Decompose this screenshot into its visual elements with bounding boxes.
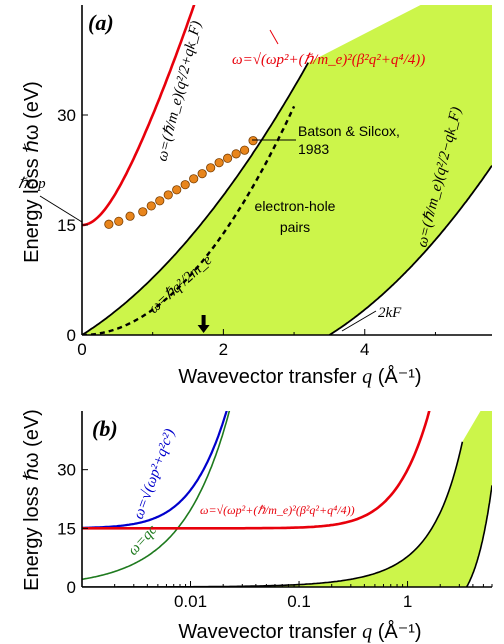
lower-boundary-curve-log xyxy=(465,485,492,587)
data-point xyxy=(114,216,124,226)
data-point xyxy=(146,201,156,211)
data-point xyxy=(104,219,114,229)
data-point xyxy=(172,185,182,195)
data-point xyxy=(223,153,233,163)
light-line-curve xyxy=(82,411,231,581)
data-point xyxy=(125,211,135,221)
y-tick-label: 15 xyxy=(57,216,76,235)
kf-label: 2kF xyxy=(378,305,402,321)
data-point xyxy=(180,180,190,190)
ticks-a: 0 2 4 0 15 30 xyxy=(57,106,436,359)
x-tick-label: 0.01 xyxy=(174,592,207,611)
x-axis-label-a: Wavevector transfer q (Å⁻¹) xyxy=(178,365,421,388)
plasmon-label-leader xyxy=(39,195,83,223)
q-marker-arrow xyxy=(197,315,210,333)
data-point xyxy=(248,136,258,146)
panel-label-a: (a) xyxy=(88,10,114,35)
y-tick-label: 30 xyxy=(57,106,76,125)
data-point xyxy=(197,169,207,179)
data-point xyxy=(214,158,224,168)
x-tick-label: 0 xyxy=(77,340,86,359)
x-tick-label: 4 xyxy=(360,340,369,359)
x-tick-label: 1 xyxy=(403,592,412,611)
data-point xyxy=(206,163,216,173)
y-tick-label: 0 xyxy=(67,578,76,597)
batson-label-line1: Batson & Silcox, xyxy=(298,123,400,139)
electron-hole-region xyxy=(82,5,492,335)
y-tick-label: 0 xyxy=(67,326,76,345)
ticks-b: 0.01 0.1 1 0 15 30 xyxy=(57,461,493,611)
plasmon-energy-label: ℏωp xyxy=(18,176,46,192)
x-axis-label-b: Wavevector transfer q (Å⁻¹) xyxy=(178,620,421,643)
y-tick-label: 30 xyxy=(57,461,76,480)
x-tick-label: 0.1 xyxy=(287,592,311,611)
region-label-line2: pairs xyxy=(280,219,310,235)
plasmon-equation-a: ω=√(ωp²+(ℏ/m_e)²(β²q²+q⁴/4)) xyxy=(232,52,425,68)
panel-label-b: (b) xyxy=(92,416,118,441)
data-point xyxy=(239,145,250,155)
plasmon-equation-b: ω=√(ωp²+(ℏ/m_e)²(β²q²+q⁴/4)) xyxy=(200,503,355,517)
data-point xyxy=(189,174,199,184)
batson-label-line2: 1983 xyxy=(298,141,329,157)
plasmon-dispersion-curve-log xyxy=(82,411,431,530)
region-label-line1: electron-hole xyxy=(255,198,336,214)
photon-plasmon-curve xyxy=(82,411,228,529)
data-point xyxy=(138,207,148,217)
lower-boundary-curve xyxy=(328,165,492,335)
data-point xyxy=(155,196,165,206)
photon-plasmon-equation: ω=√(ωp²+q²c²) xyxy=(131,427,178,522)
batson-silcox-points xyxy=(104,136,258,229)
data-point xyxy=(231,149,241,159)
plasmon-eq-leader xyxy=(269,29,279,45)
electron-hole-region-log xyxy=(82,411,492,587)
upper-boundary-curve xyxy=(82,62,309,335)
kf-leader xyxy=(341,310,377,332)
data-point xyxy=(163,190,173,200)
y-axis-label-b: Energy loss ℏω (eV) xyxy=(21,409,43,591)
panel-a-chart: 0 2 4 0 15 30 (a) Energy loss ℏω (eV) Wavevec… xyxy=(18,5,492,388)
x-tick-label: 2 xyxy=(219,340,228,359)
free-electron-curve xyxy=(82,105,296,335)
y-axis-label-a: Energy loss ℏω (eV) xyxy=(21,81,43,263)
plasmon-dispersion-curve xyxy=(82,5,196,227)
y-tick-label: 15 xyxy=(57,519,76,538)
